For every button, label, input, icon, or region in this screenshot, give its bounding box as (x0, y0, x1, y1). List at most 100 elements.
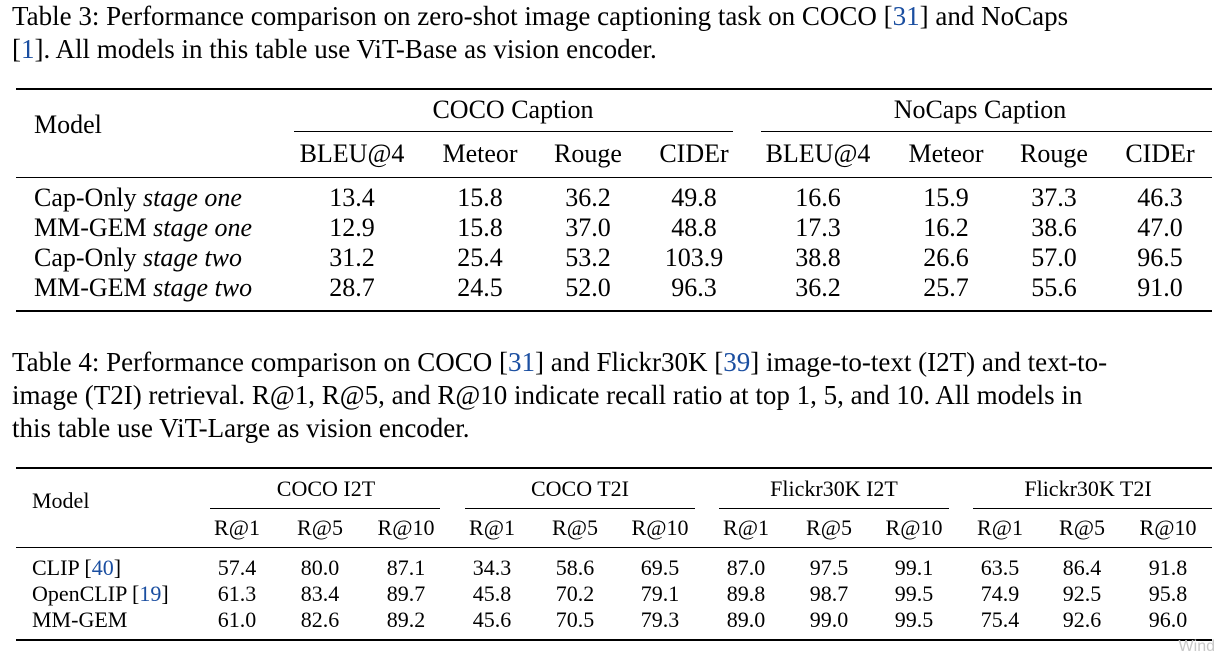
table-cell: 13.4 (329, 183, 375, 212)
table-cell: 96.5 (1137, 243, 1183, 272)
metric-header: R@10 (1139, 515, 1197, 540)
metric-header: R@10 (631, 515, 689, 540)
table-rule (16, 177, 1212, 178)
table-cell: 28.7 (329, 273, 375, 302)
table-cell: 17.3 (795, 213, 841, 242)
table-cell: 83.4 (300, 581, 340, 606)
table-cell: 45.6 (472, 607, 512, 632)
metric-header: R@1 (723, 515, 769, 540)
table-cell: 79.1 (640, 581, 680, 606)
table-cell: 46.3 (1137, 183, 1183, 212)
metric-header: Rouge (1020, 139, 1088, 168)
table-cell: 89.7 (386, 581, 426, 606)
table-cell: 92.6 (1062, 607, 1102, 632)
watermark: Wind (1178, 638, 1215, 655)
table-rule (465, 508, 695, 509)
table-rule (973, 508, 1212, 509)
model-name: MM-GEM (32, 607, 128, 632)
table-rule (16, 547, 1212, 548)
table-cell: 95.8 (1148, 581, 1188, 606)
table-cell: 63.5 (980, 555, 1020, 580)
table-cell: 91.0 (1137, 273, 1183, 302)
citation-link[interactable]: 40 (91, 555, 114, 580)
table-cell: 55.6 (1031, 273, 1077, 302)
table-cell: 34.3 (472, 555, 512, 580)
table-cell: 92.5 (1062, 581, 1102, 606)
column-group-header: COCO I2T (276, 476, 376, 501)
table-cell: 45.8 (472, 581, 512, 606)
table-rule (294, 131, 733, 132)
table-cell: 96.3 (671, 273, 717, 302)
citation-link[interactable]: 1 (21, 34, 35, 64)
table-cell: 52.0 (565, 273, 611, 302)
table-rule (210, 508, 440, 509)
table-cell: 47.0 (1137, 213, 1183, 242)
citation-link[interactable]: 31 (507, 347, 535, 377)
table-cell: 16.6 (795, 183, 841, 212)
table3-caption-line2: [1]. All models in this table use ViT-Ba… (12, 34, 657, 64)
column-group-header: COCO Caption (432, 95, 594, 124)
table-cell: 89.0 (726, 607, 766, 632)
table-cell: 25.7 (923, 273, 969, 302)
column-group-header: COCO T2I (531, 476, 629, 501)
table-cell: 15.8 (457, 183, 503, 212)
table-cell: 97.5 (809, 555, 849, 580)
table-rule (16, 467, 1212, 469)
table-rule (16, 88, 1212, 90)
table-cell: 70.5 (555, 607, 595, 632)
table4-caption-line3: this table use ViT-Large as vision encod… (12, 413, 470, 443)
metric-header: R@5 (806, 515, 852, 540)
citation-link[interactable]: 31 (892, 1, 920, 31)
table-cell: 61.0 (217, 607, 257, 632)
table4-caption-line1: Table 4: Performance comparison on COCO … (12, 347, 1108, 377)
table-rule (761, 131, 1212, 132)
metric-header: Meteor (908, 139, 984, 168)
table-cell: 36.2 (795, 273, 841, 302)
table-cell: 53.2 (565, 243, 611, 272)
table3-caption-line1: Table 3: Performance comparison on zero-… (12, 1, 1069, 31)
table-cell: 38.8 (795, 243, 841, 272)
table-cell: 103.9 (664, 243, 724, 272)
table-cell: 16.2 (923, 213, 969, 242)
metric-header: CIDEr (1125, 139, 1195, 168)
metric-header: R@5 (297, 515, 343, 540)
table-cell: 15.8 (457, 213, 503, 242)
table-cell: 80.0 (300, 555, 340, 580)
table-cell: 96.0 (1148, 607, 1188, 632)
table-cell: 37.3 (1031, 183, 1077, 212)
metric-header: R@1 (214, 515, 260, 540)
table-cell: 86.4 (1062, 555, 1102, 580)
metric-header: R@5 (1059, 515, 1105, 540)
citation-link[interactable]: 39 (723, 347, 751, 377)
table-cell: 74.9 (980, 581, 1020, 606)
table-cell: 89.8 (726, 581, 766, 606)
metric-header: BLEU@4 (299, 139, 405, 168)
metric-header: Meteor (442, 139, 518, 168)
table-cell: 24.5 (457, 273, 503, 302)
table-cell: 38.6 (1031, 213, 1077, 242)
table-cell: 99.1 (894, 555, 934, 580)
table-cell: 82.6 (300, 607, 340, 632)
table-cell: 99.0 (809, 607, 849, 632)
model-name: CLIP [40] (32, 555, 122, 580)
table-cell: 26.6 (923, 243, 969, 272)
model-name: MM-GEM stage two (34, 273, 253, 302)
metric-header: R@1 (977, 515, 1023, 540)
table-cell: 36.2 (565, 183, 611, 212)
table-cell: 31.2 (329, 243, 375, 272)
model-name: OpenCLIP [19] (32, 581, 169, 606)
citation-link[interactable]: 19 (139, 581, 162, 606)
model-header: Model (32, 488, 90, 513)
table4-caption: Table 4: Performance comparison on COCO … (12, 346, 1217, 445)
table-cell: 58.6 (555, 555, 595, 580)
table-cell: 70.2 (555, 581, 595, 606)
model-header: Model (34, 110, 102, 139)
metric-header: Rouge (554, 139, 622, 168)
table-cell: 57.0 (1031, 243, 1077, 272)
metric-header: R@5 (552, 515, 598, 540)
table-cell: 37.0 (565, 213, 611, 242)
model-name: MM-GEM stage one (34, 213, 253, 242)
table-cell: 98.7 (809, 581, 849, 606)
table-cell: 75.4 (980, 607, 1020, 632)
table-cell: 69.5 (640, 555, 680, 580)
